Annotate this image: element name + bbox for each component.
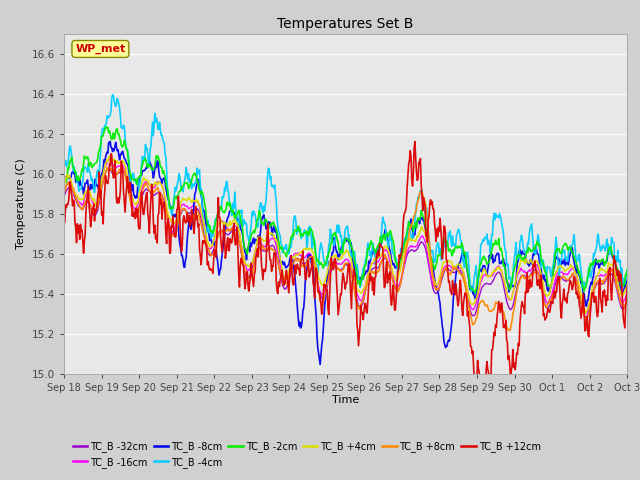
X-axis label: Time: Time xyxy=(332,395,359,405)
Text: WP_met: WP_met xyxy=(76,44,125,54)
Legend: TC_B -32cm, TC_B -16cm, TC_B -8cm, TC_B -4cm, TC_B -2cm, TC_B +4cm, TC_B +8cm, T: TC_B -32cm, TC_B -16cm, TC_B -8cm, TC_B … xyxy=(69,437,545,472)
Y-axis label: Temperature (C): Temperature (C) xyxy=(16,158,26,250)
Title: Temperatures Set B: Temperatures Set B xyxy=(277,17,414,31)
